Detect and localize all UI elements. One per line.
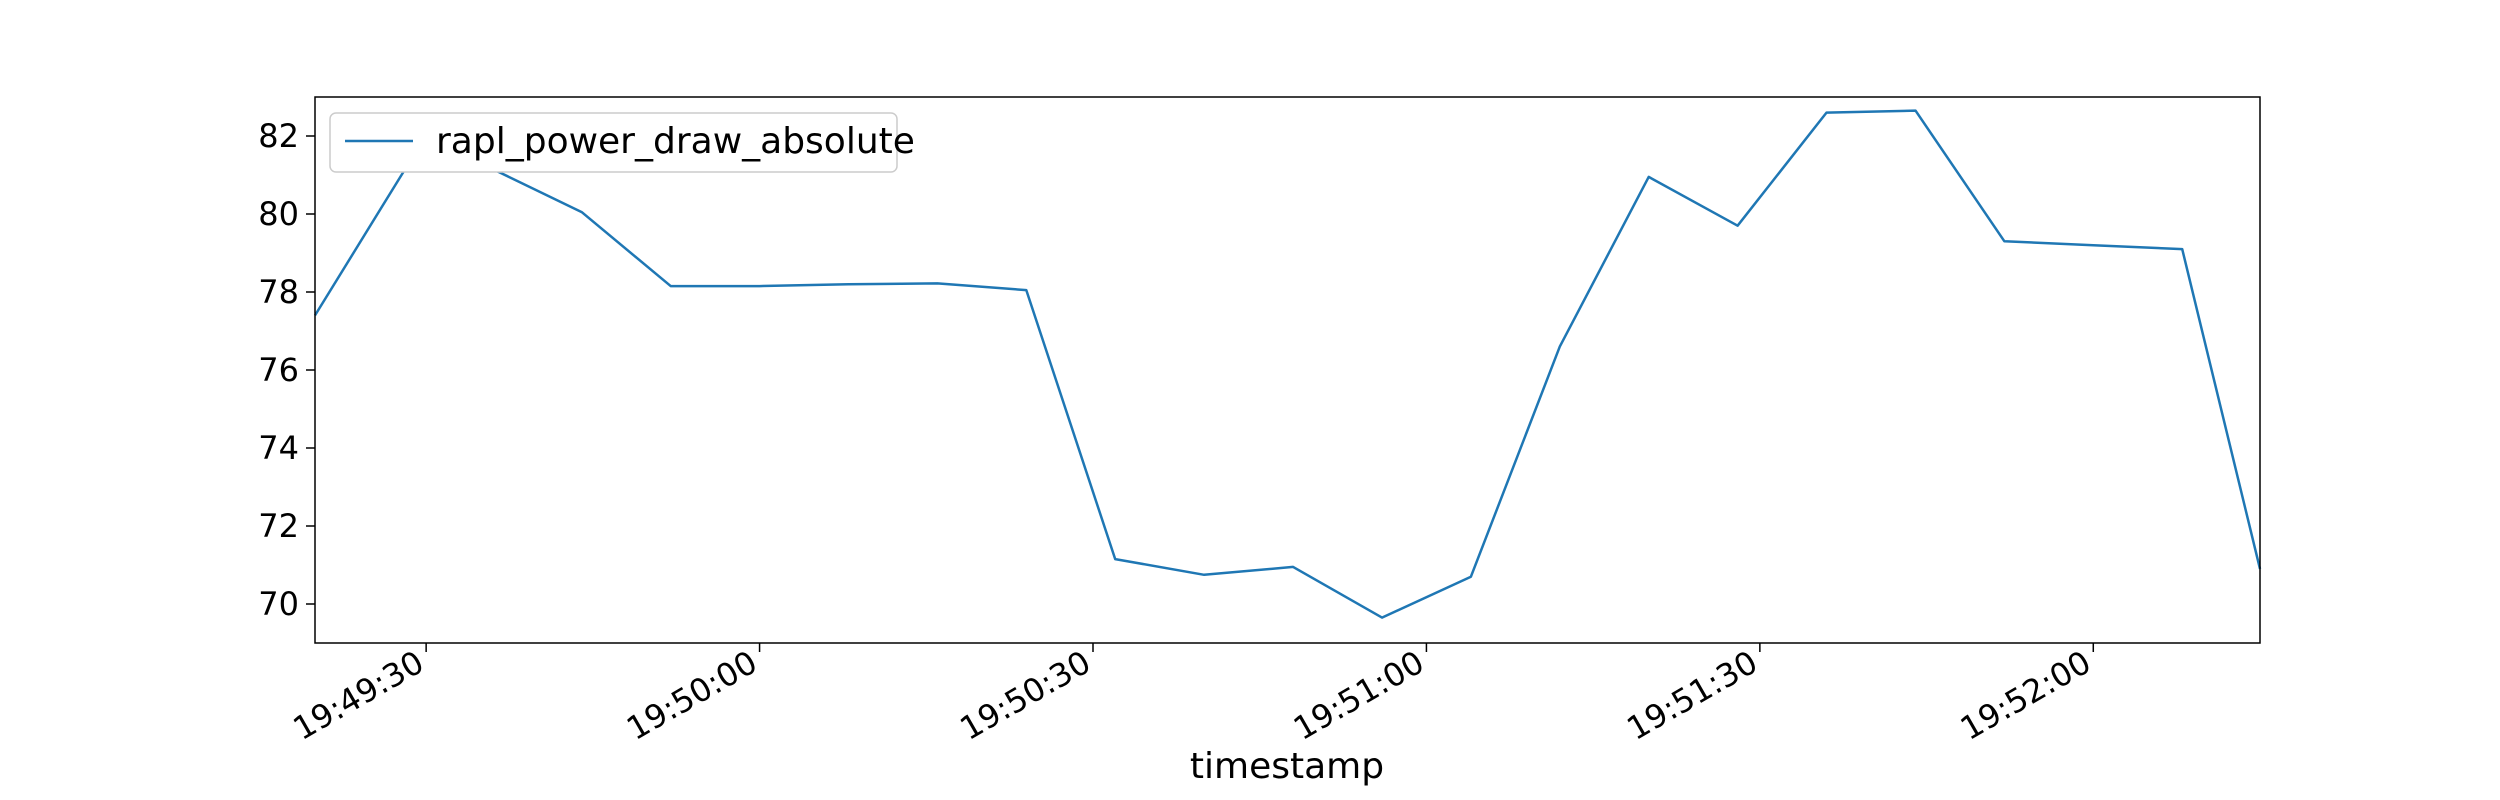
y-tick-label: 82 [258, 117, 299, 155]
x-tick-label: 19:50:00 [620, 643, 763, 748]
y-tick-label: 76 [258, 351, 299, 389]
y-axis: 70 72 74 76 78 80 82 [258, 117, 315, 623]
series-line-0 [313, 109, 2262, 619]
legend-entry-label: rapl_power_draw_absolute [436, 121, 915, 162]
x-tick-label: 19:52:00 [1954, 643, 2097, 748]
y-tick-label: 72 [258, 507, 299, 545]
y-tick-label: 74 [258, 429, 299, 467]
x-axis-label: timestamp [1190, 746, 1384, 787]
y-tick-label: 78 [258, 273, 299, 311]
x-tick-label: 19:51:00 [1287, 643, 1430, 748]
x-tick-label: 19:51:30 [1620, 643, 1763, 748]
legend-box [329, 112, 898, 173]
plot-area [313, 109, 2262, 619]
x-axis: 19:49:30 19:50:00 19:50:30 19:51:00 19:51:30… [287, 643, 2097, 748]
y-tick-label: 70 [258, 585, 299, 623]
y-tick-label: 80 [258, 195, 299, 233]
x-tick-label: 19:49:30 [287, 643, 430, 748]
legend: rapl_power_draw_absolute [329, 112, 915, 173]
plot-frame [314, 96, 2261, 644]
x-tick-label: 19:50:30 [954, 643, 1097, 748]
